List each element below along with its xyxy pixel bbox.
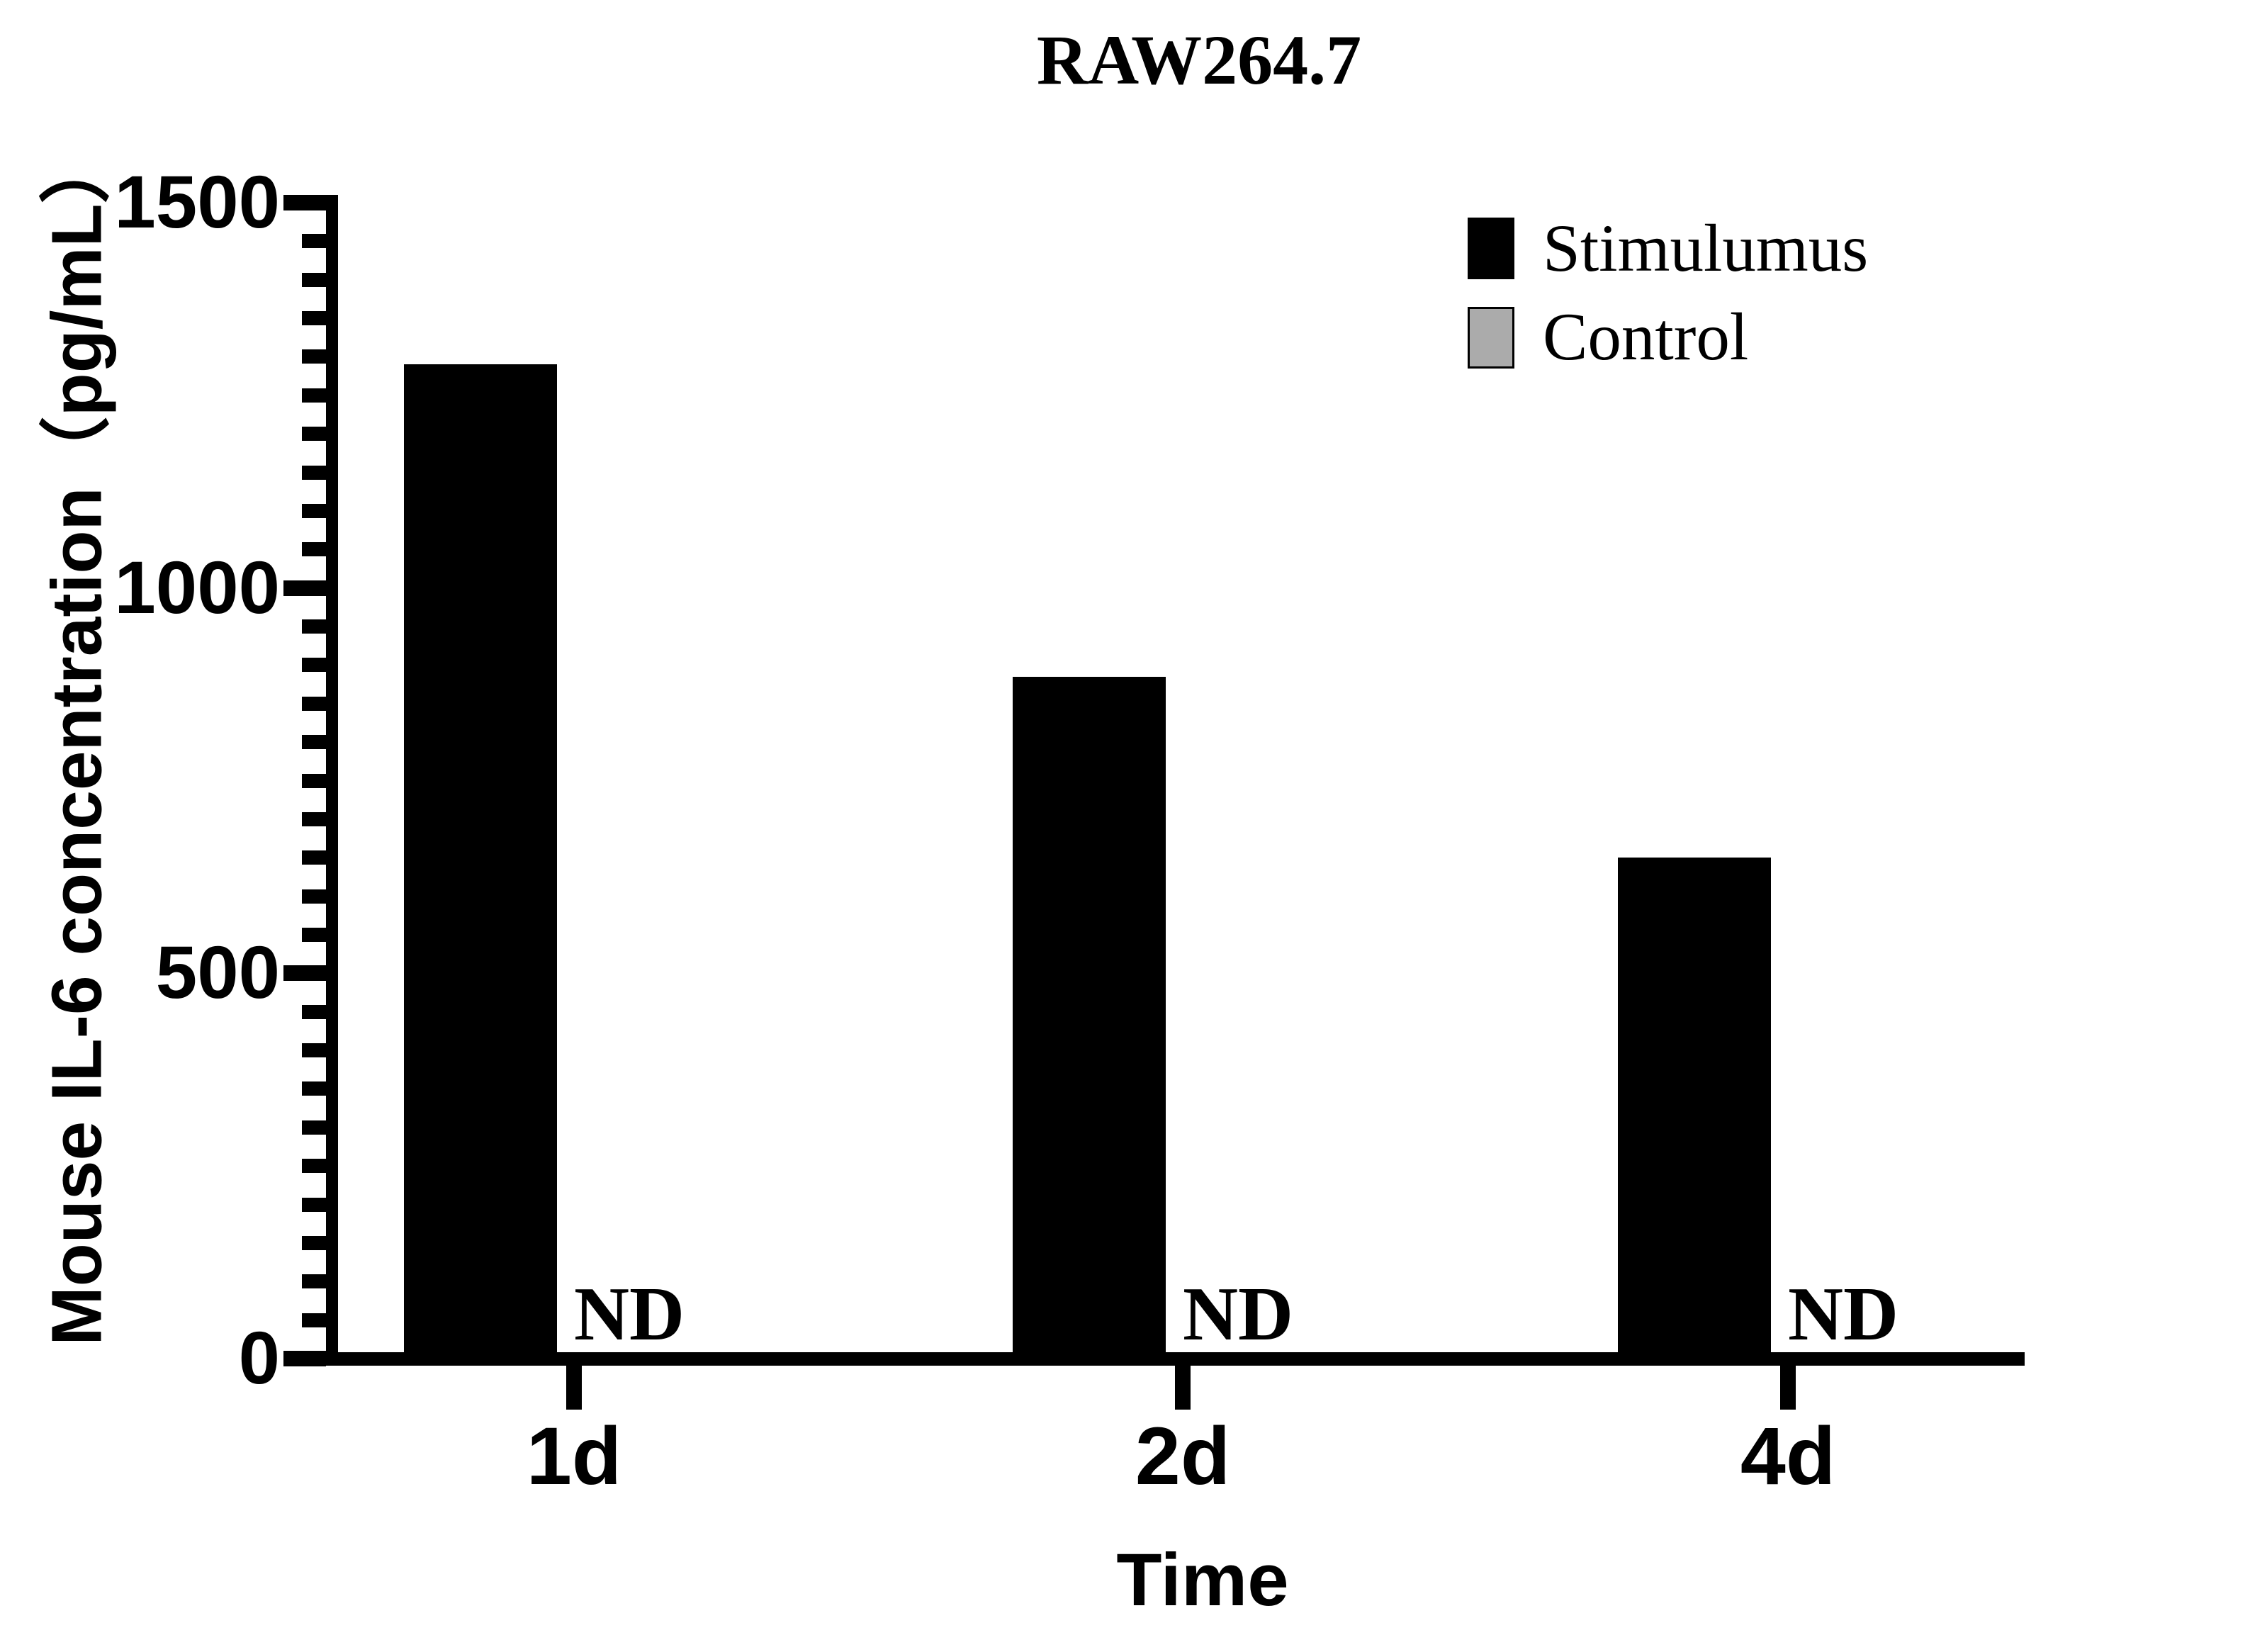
y-minor-tick — [302, 465, 326, 480]
y-minor-tick — [302, 542, 326, 557]
y-minor-tick — [302, 1120, 326, 1135]
y-minor-tick — [302, 696, 326, 711]
y-tick-label-1000: 1000 — [114, 546, 280, 629]
y-major-tick — [283, 965, 326, 982]
legend-label-control: Control — [1543, 299, 1749, 374]
x-tick-label-4d: 4d — [1740, 1411, 1836, 1502]
y-minor-tick — [302, 234, 326, 249]
y-minor-tick — [302, 1274, 326, 1289]
y-minor-tick — [302, 1197, 326, 1212]
y-minor-tick — [302, 349, 326, 364]
legend-swatch-stimulumus — [1468, 218, 1514, 279]
y-minor-tick — [302, 811, 326, 826]
y-minor-tick — [302, 1004, 326, 1019]
y-minor-tick — [302, 272, 326, 287]
bar-stimulumus-4d — [1618, 858, 1771, 1352]
y-minor-tick — [302, 658, 326, 673]
y-minor-tick — [302, 850, 326, 865]
chart-title: RAW264.7 — [1036, 21, 1362, 99]
nd-label-1d: ND — [574, 1272, 685, 1356]
x-axis-line — [326, 1352, 2025, 1366]
nd-label-2d: ND — [1183, 1272, 1293, 1356]
nd-label-4d: ND — [1788, 1272, 1898, 1356]
y-minor-tick — [302, 619, 326, 634]
y-axis-line — [326, 195, 338, 1366]
y-minor-tick — [302, 1235, 326, 1250]
y-axis-title: Mouse IL-6 concentration（pg/mL） — [37, 133, 117, 1346]
bar-stimulumus-1d — [404, 364, 557, 1352]
y-minor-tick — [302, 388, 326, 403]
x-tick-label-1d: 1d — [526, 1411, 622, 1502]
y-minor-tick — [302, 1043, 326, 1058]
y-minor-tick — [302, 927, 326, 942]
y-minor-tick — [302, 1313, 326, 1327]
y-minor-tick — [302, 1081, 326, 1096]
x-tick-4d — [1780, 1366, 1796, 1410]
legend-swatch-control — [1468, 307, 1514, 369]
y-major-tick — [283, 580, 326, 596]
x-axis-title: Time — [1116, 1539, 1289, 1622]
y-minor-tick — [302, 1159, 326, 1174]
y-tick-label-1500: 1500 — [114, 161, 280, 244]
bar-stimulumus-2d — [1013, 676, 1166, 1352]
legend-label-stimulumus: Stimulumus — [1543, 210, 1869, 286]
y-minor-tick — [302, 773, 326, 788]
y-minor-tick — [302, 427, 326, 442]
x-tick-label-2d: 2d — [1135, 1411, 1231, 1502]
y-tick-label-0: 0 — [238, 1317, 280, 1400]
y-minor-tick — [302, 735, 326, 750]
y-minor-tick — [302, 889, 326, 904]
y-minor-tick — [302, 503, 326, 518]
y-major-tick — [283, 195, 326, 210]
x-tick-2d — [1175, 1366, 1191, 1410]
x-tick-1d — [566, 1366, 582, 1410]
y-major-tick — [283, 1351, 326, 1366]
y-minor-tick — [302, 311, 326, 326]
y-tick-label-500: 500 — [155, 931, 280, 1015]
